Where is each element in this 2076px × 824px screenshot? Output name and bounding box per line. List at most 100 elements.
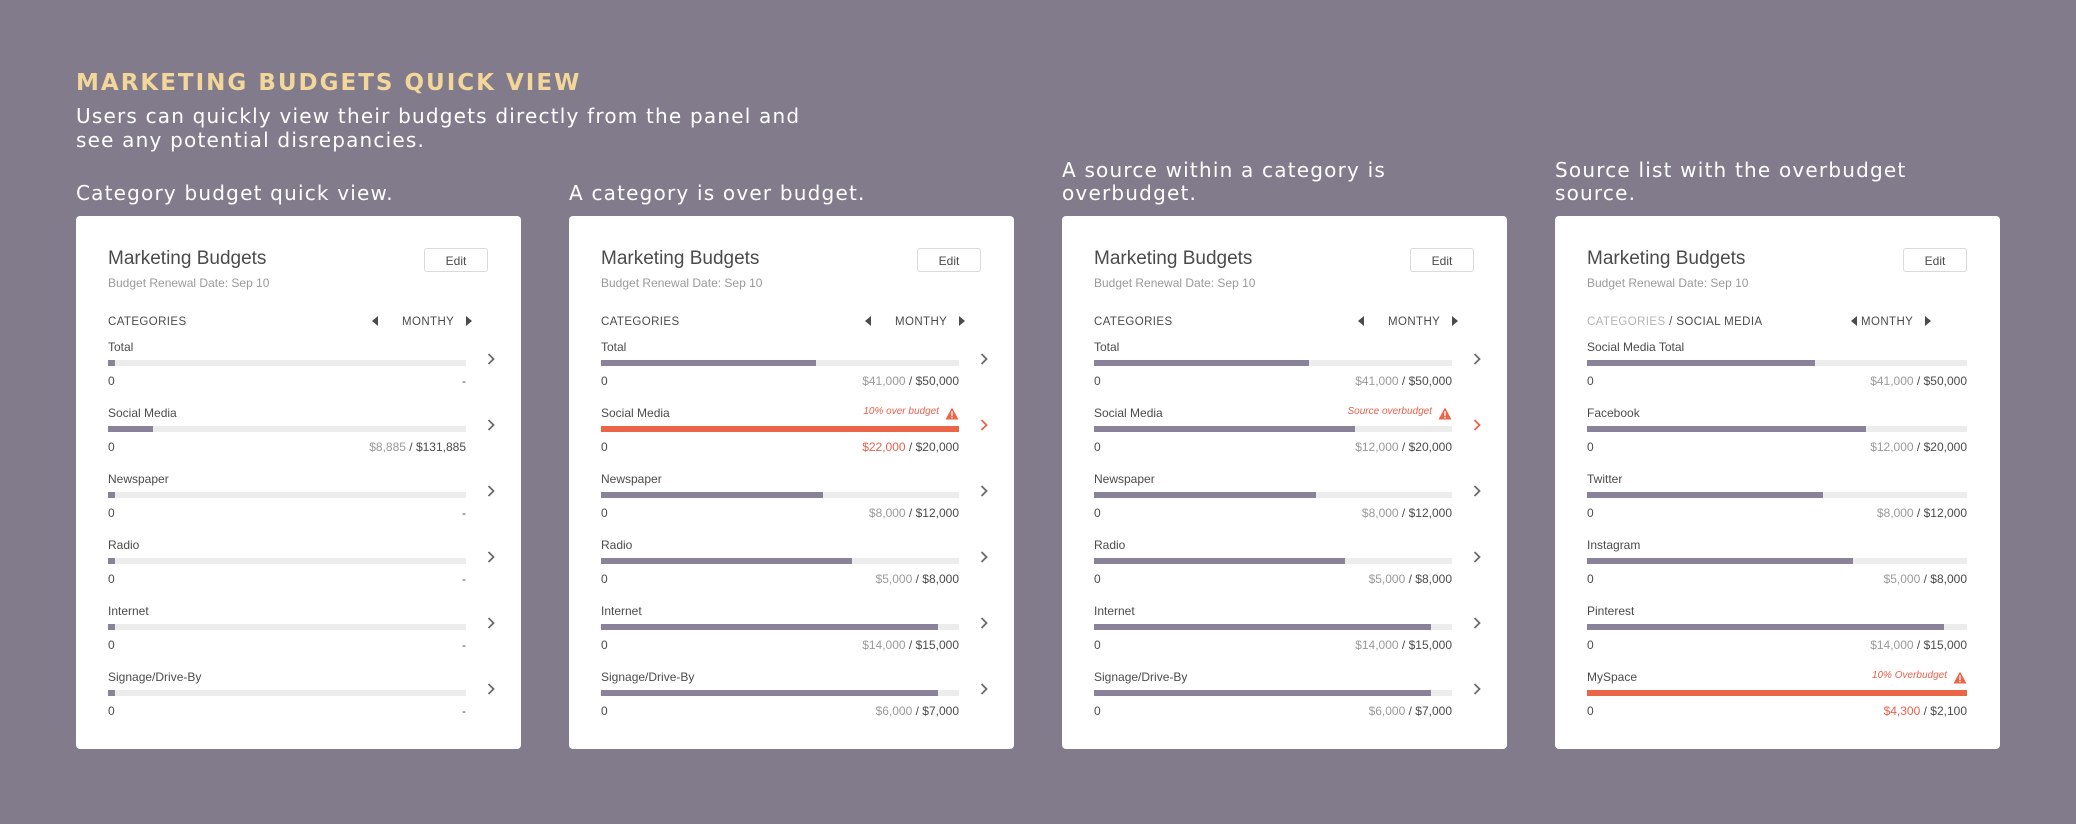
amount-separator: / [1913, 506, 1924, 520]
row-min-value: 0 [1587, 638, 1594, 652]
progress-track [108, 690, 466, 696]
amount-separator: / [905, 440, 916, 454]
chevron-right-icon[interactable] [1470, 550, 1484, 564]
budget-row[interactable]: Internet 0 - [108, 604, 508, 664]
edit-button[interactable]: Edit [917, 248, 981, 272]
renewal-date: Budget Renewal Date: Sep 10 [1587, 276, 1749, 290]
warning-icon [1953, 671, 1967, 684]
budget-row[interactable]: Newspaper 0 - [108, 472, 508, 532]
budget-row[interactable]: MySpace 0 $4,300 / $2,100 10% Overbudget [1587, 670, 1987, 730]
row-label: Total [108, 340, 134, 354]
budget-row[interactable]: Total 0 - [108, 340, 508, 400]
budget-row[interactable]: Radio 0 - [108, 538, 508, 598]
chevron-right-icon[interactable] [484, 682, 498, 696]
progress-fill [601, 690, 938, 696]
amount-spent: $12,000 [1870, 440, 1914, 454]
budget-row[interactable]: Radio 0 $5,000 / $8,000 [1094, 538, 1494, 598]
chevron-right-icon[interactable] [1470, 352, 1484, 366]
row-min-value: 0 [601, 440, 608, 454]
budget-row[interactable]: Newspaper 0 $8,000 / $12,000 [601, 472, 1001, 532]
progress-fill [1587, 360, 1815, 366]
row-label: Total [1094, 340, 1120, 354]
amount-budget: $12,000 [915, 506, 959, 520]
previous-period-icon[interactable] [372, 316, 378, 326]
row-amount: - [462, 704, 466, 718]
previous-period-icon[interactable] [1358, 316, 1364, 326]
next-period-icon[interactable] [959, 316, 965, 326]
card-title: Marketing Budgets [601, 248, 760, 269]
amount-spent: $4,300 [1883, 704, 1921, 718]
previous-period-icon[interactable] [1851, 316, 1857, 326]
page-description: Users can quickly view their budgets dir… [76, 104, 801, 152]
budget-row[interactable]: Social Media 0 $8,885 / $131,885 [108, 406, 508, 466]
budget-row[interactable]: Instagram 0 $5,000 / $8,000 [1587, 538, 1987, 598]
amount-budget: $20,000 [1923, 440, 1967, 454]
row-min-value: 0 [1094, 572, 1101, 586]
chevron-right-icon[interactable] [1470, 484, 1484, 498]
budget-row[interactable]: Twitter 0 $8,000 / $12,000 [1587, 472, 1987, 532]
budget-row[interactable]: Social Media 0 $22,000 / $20,000 10% ove… [601, 406, 1001, 466]
chevron-right-icon[interactable] [977, 550, 991, 564]
period-selector: MONTHY [849, 314, 981, 330]
progress-track [1587, 690, 1967, 696]
chevron-right-icon[interactable] [484, 352, 498, 366]
amount-separator: / [1920, 572, 1931, 586]
next-period-icon[interactable] [1452, 316, 1458, 326]
budget-row[interactable]: Internet 0 $14,000 / $15,000 [601, 604, 1001, 664]
chevron-right-icon[interactable] [484, 418, 498, 432]
budget-row[interactable]: Signage/Drive-By 0 - [108, 670, 508, 730]
row-label: Newspaper [108, 472, 169, 486]
chevron-right-icon[interactable] [977, 418, 991, 432]
row-amount: $14,000 / $15,000 [1870, 638, 1967, 652]
next-period-icon[interactable] [466, 316, 472, 326]
chevron-right-icon[interactable] [1470, 418, 1484, 432]
row-label: Facebook [1587, 406, 1640, 420]
amount-spent: $14,000 [1355, 638, 1399, 652]
progress-track [601, 690, 959, 696]
next-period-icon[interactable] [1925, 316, 1931, 326]
chevron-right-icon[interactable] [977, 484, 991, 498]
progress-fill [601, 558, 852, 564]
row-amount: $14,000 / $15,000 [1355, 638, 1452, 652]
progress-track [108, 624, 466, 630]
chevron-right-icon[interactable] [484, 550, 498, 564]
previous-period-icon[interactable] [865, 316, 871, 326]
chevron-right-icon[interactable] [977, 682, 991, 696]
amount-budget: $20,000 [915, 440, 959, 454]
chevron-right-icon[interactable] [1470, 616, 1484, 630]
budget-row[interactable]: Signage/Drive-By 0 $6,000 / $7,000 [1094, 670, 1494, 730]
budget-row[interactable]: Total 0 $41,000 / $50,000 [1094, 340, 1494, 400]
budget-row[interactable]: Internet 0 $14,000 / $15,000 [1094, 604, 1494, 664]
renewal-date: Budget Renewal Date: Sep 10 [1094, 276, 1256, 290]
chevron-right-icon[interactable] [1470, 682, 1484, 696]
budget-row[interactable]: Social Media 0 $12,000 / $20,000 Source … [1094, 406, 1494, 466]
progress-fill [108, 492, 116, 498]
period-selector: MONTHY [1342, 314, 1474, 330]
amount-budget: $50,000 [915, 374, 959, 388]
progress-fill [601, 426, 959, 432]
breadcrumb-categories-link[interactable]: CATEGORIES [1587, 316, 1666, 328]
chevron-right-icon[interactable] [977, 352, 991, 366]
chevron-right-icon[interactable] [977, 616, 991, 630]
budget-row[interactable]: Signage/Drive-By 0 $6,000 / $7,000 [601, 670, 1001, 730]
budget-row[interactable]: Newspaper 0 $8,000 / $12,000 [1094, 472, 1494, 532]
breadcrumb: CATEGORIES [108, 316, 187, 328]
budget-row[interactable]: Social Media Total 0 $41,000 / $50,000 [1587, 340, 1987, 400]
budget-row[interactable]: Facebook 0 $12,000 / $20,000 [1587, 406, 1987, 466]
row-min-value: 0 [1094, 440, 1101, 454]
budget-row[interactable]: Total 0 $41,000 / $50,000 [601, 340, 1001, 400]
budget-row[interactable]: Pinterest 0 $14,000 / $15,000 [1587, 604, 1987, 664]
panel-caption: A source within a category is overbudget… [1062, 158, 1386, 205]
budget-row[interactable]: Radio 0 $5,000 / $8,000 [601, 538, 1001, 598]
chevron-right-icon[interactable] [484, 616, 498, 630]
row-label: Signage/Drive-By [1094, 670, 1188, 684]
period-selector: MONTHY [1851, 314, 1987, 330]
edit-button[interactable]: Edit [1410, 248, 1474, 272]
breadcrumb-current: / SOCIAL MEDIA [1665, 316, 1763, 328]
row-amount: $4,300 / $2,100 [1884, 704, 1967, 718]
budget-card: Marketing Budgets Budget Renewal Date: S… [1062, 216, 1507, 749]
chevron-right-icon[interactable] [484, 484, 498, 498]
edit-button[interactable]: Edit [1903, 248, 1967, 272]
period-label: MONTHY [402, 316, 455, 328]
edit-button[interactable]: Edit [424, 248, 488, 272]
